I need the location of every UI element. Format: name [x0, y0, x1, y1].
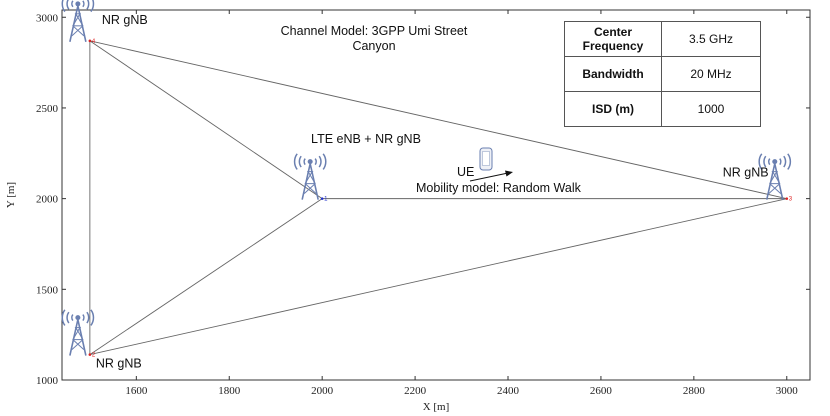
y-tick-label: 2500 — [36, 103, 59, 115]
node-id-label: 3 — [789, 197, 793, 203]
y-tick-label: 2000 — [36, 194, 59, 206]
x-tick-label: 2200 — [404, 385, 427, 397]
link-line — [89, 40, 323, 199]
x-tick-label: 3000 — [776, 385, 799, 397]
param-key: ISD (m) — [564, 91, 662, 127]
mobility-model-label: Mobility model: Random Walk — [416, 181, 582, 195]
x-tick-label: 2400 — [497, 385, 520, 397]
link-line — [89, 198, 323, 355]
node-marker — [88, 353, 92, 356]
table-row: ISD (m) 1000 — [564, 91, 761, 127]
channel-model-line1: Channel Model: 3GPP Umi Street — [281, 24, 468, 38]
cell-tower-icon — [61, 309, 95, 356]
table-row: Bandwidth 20 MHz — [564, 56, 761, 92]
node-label: NR gNB — [102, 13, 148, 27]
x-tick-label: 1600 — [125, 385, 148, 397]
param-value: 20 MHz — [661, 56, 761, 92]
param-key: Bandwidth — [564, 56, 662, 92]
x-tick-label: 2600 — [590, 385, 613, 397]
y-tick-label: 1000 — [36, 375, 59, 387]
cell-tower-icon — [61, 0, 95, 43]
node-marker — [88, 39, 92, 43]
x-axis-label: X [m] — [423, 401, 450, 413]
table-row: Center Frequency 3.5 GHz — [564, 21, 761, 57]
link-lines — [89, 40, 787, 356]
cell-tower-icon — [293, 153, 327, 200]
param-key: Center Frequency — [564, 21, 662, 57]
node-label: NR gNB — [723, 166, 769, 180]
plot-frame — [61, 9, 811, 381]
link-line — [89, 40, 787, 200]
x-tick-label: 2800 — [683, 385, 706, 397]
y-tick-label: 1500 — [36, 284, 59, 296]
y-tick-label: 3000 — [36, 12, 59, 24]
y-axis-label: Y [m] — [5, 182, 17, 208]
node-marker — [320, 197, 324, 200]
parameter-table: Center Frequency 3.5 GHz Bandwidth 20 MH… — [564, 21, 761, 127]
x-tick-label: 1800 — [218, 385, 241, 397]
node-id-label: 2 — [92, 353, 96, 359]
arrow-icon — [469, 170, 513, 182]
node-marker — [785, 197, 789, 200]
link-line — [89, 198, 787, 356]
cell-tower-icon — [758, 153, 792, 200]
node-label: NR gNB — [96, 357, 142, 371]
lte-enb-label: LTE eNB + NR gNB — [311, 132, 421, 146]
ue-label: UE — [457, 165, 474, 179]
param-value: 3.5 GHz — [661, 21, 761, 57]
channel-model-line2: Canyon — [352, 39, 395, 53]
node-id-label: 4 — [92, 39, 96, 45]
phone-icon — [479, 147, 493, 171]
param-value: 1000 — [661, 91, 761, 127]
node-id-label: 1 — [324, 197, 328, 203]
axis-ticks: 1600 1800 2000 2200 2400 2600 2800 3000 1000 1500… — [36, 10, 810, 397]
x-tick-label: 2000 — [311, 385, 334, 397]
